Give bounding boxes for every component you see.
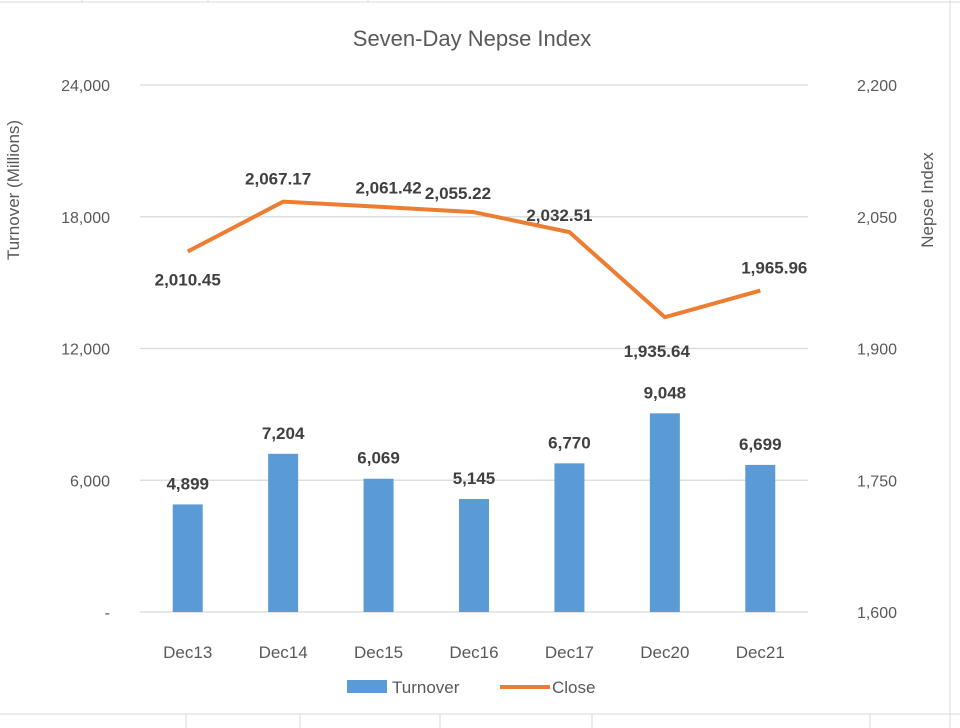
right-tick-label: 2,200 [857, 78, 897, 95]
category-label: Dec21 [736, 643, 785, 662]
turnover-bars [172, 413, 776, 612]
turnover-bar [363, 478, 394, 612]
close-value-label: 2,032.51 [526, 206, 592, 225]
left-tick-label: 12,000 [61, 342, 110, 359]
left-axis-ticks: - 6,000 12,000 18,000 24,000 [61, 78, 110, 622]
gridlines [140, 84, 808, 613]
turnover-bar [268, 453, 299, 612]
x-axis-categories: Dec13 Dec14 Dec15 Dec16 Dec17 Dec20 Dec21 [163, 643, 785, 662]
close-value-label: 2,061.42 [355, 179, 421, 198]
left-tick-label: - [105, 605, 110, 622]
turnover-bar [745, 464, 776, 612]
turnover-value-label: 5,145 [453, 469, 496, 488]
close-value-label: 2,055.22 [425, 184, 491, 203]
legend-close-label: Close [552, 678, 595, 697]
category-label: Dec17 [545, 643, 594, 662]
turnover-value-label: 7,204 [262, 424, 305, 443]
category-label: Dec13 [163, 643, 212, 662]
legend-turnover-swatch [347, 680, 387, 693]
right-tick-label: 1,900 [857, 342, 897, 359]
line-data-labels: 2,010.45 2,067.17 2,061.42 2,055.22 2,032.51… [155, 170, 808, 362]
category-label: Dec16 [449, 643, 498, 662]
turnover-bar [649, 413, 680, 612]
turnover-bar [459, 499, 489, 612]
turnover-bar [554, 463, 585, 612]
category-label: Dec15 [354, 643, 403, 662]
close-line [186, 199, 761, 320]
legend-turnover-label: Turnover [392, 678, 460, 697]
close-value-label: 1,965.96 [741, 259, 807, 278]
category-label: Dec14 [259, 643, 308, 662]
close-value-label: 2,010.45 [155, 270, 221, 289]
left-tick-label: 6,000 [70, 473, 110, 490]
turnover-bar [172, 504, 203, 612]
bar-data-labels: 4,899 7,204 6,069 5,145 6,770 9,048 6,699 [166, 383, 781, 493]
turnover-value-label: 6,069 [357, 449, 400, 468]
right-tick-label: 1,750 [857, 473, 897, 490]
turnover-value-label: 6,699 [739, 435, 782, 454]
chart-title: Seven-Day Nepse Index [353, 26, 591, 51]
left-tick-label: 18,000 [61, 210, 110, 227]
left-axis-title: Turnover (Millions) [4, 120, 23, 260]
close-value-label: 1,935.64 [624, 342, 691, 361]
turnover-value-label: 4,899 [166, 474, 209, 493]
category-label: Dec20 [640, 643, 689, 662]
legend: Turnover Close [347, 678, 595, 697]
left-tick-label: 24,000 [61, 78, 110, 95]
right-tick-label: 2,050 [857, 210, 897, 227]
close-value-label: 2,067.17 [245, 170, 311, 189]
turnover-value-label: 9,048 [644, 383, 687, 402]
right-axis-title: Nepse Index [918, 152, 937, 248]
right-tick-label: 1,600 [857, 605, 897, 622]
turnover-value-label: 6,770 [548, 433, 591, 452]
right-axis-ticks: 1,600 1,750 1,900 2,050 2,200 [857, 78, 897, 622]
